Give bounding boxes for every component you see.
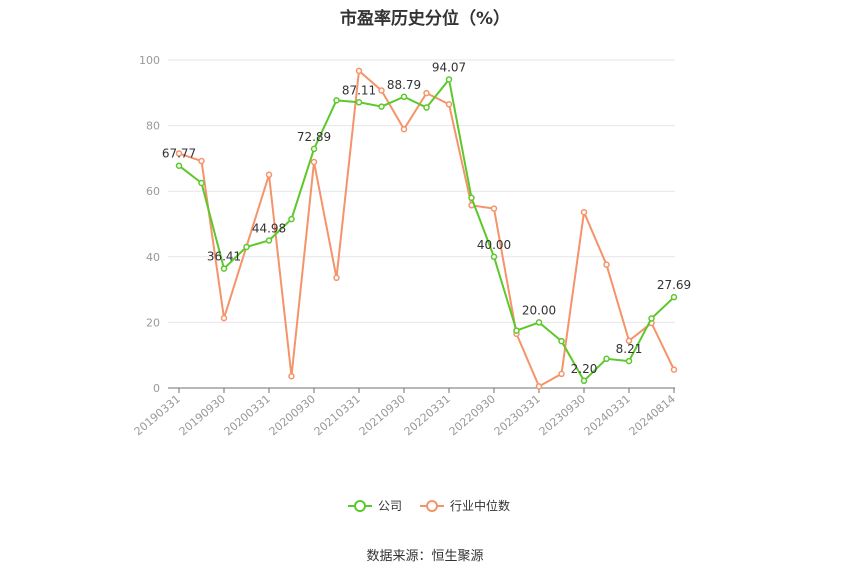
data-point-1 [670, 366, 678, 373]
legend-marker [426, 500, 438, 512]
series-lines [175, 67, 678, 390]
data-point-0 [220, 265, 228, 272]
data-point-0 [423, 104, 430, 111]
x-tick-label: 20200930 [267, 392, 318, 438]
data-label: 2.20 [571, 362, 598, 376]
data-point-0 [445, 76, 453, 83]
x-tick-label: 20220930 [447, 392, 498, 438]
x-tick-label: 20210930 [357, 392, 408, 438]
x-tick-label: 20240331 [582, 392, 633, 438]
data-label: 27.69 [657, 278, 691, 292]
x-tick-label: 20190930 [177, 392, 228, 438]
data-label: 36.41 [207, 250, 241, 264]
y-tick-label: 0 [153, 382, 160, 395]
data-label: 44.98 [252, 221, 286, 235]
data-point-1 [445, 101, 453, 108]
data-point-1 [378, 87, 385, 94]
data-point-1 [603, 261, 610, 268]
data-point-0 [265, 237, 273, 244]
x-tick-label: 20190331 [132, 392, 183, 438]
legend: 公司 行业中位数 [348, 498, 510, 513]
y-tick-label: 80 [146, 120, 160, 133]
data-point-0 [378, 103, 385, 110]
x-tick-label: 20240814 [627, 392, 678, 438]
y-tick-label: 20 [146, 316, 160, 329]
x-tick-label: 20210331 [312, 392, 363, 438]
data-label: 72.89 [297, 130, 331, 144]
data-label: 20.00 [522, 303, 556, 317]
source-note: 数据来源：恒生聚源 [366, 549, 484, 564]
legend-label: 行业中位数 [450, 498, 510, 513]
data-point-1 [265, 171, 273, 179]
data-label: 88.79 [387, 78, 421, 92]
data-point-1 [310, 158, 318, 166]
data-point-0 [558, 337, 565, 345]
y-tick-label: 40 [146, 251, 160, 264]
legend-label: 公司 [378, 499, 402, 513]
x-tick-label: 20230331 [492, 392, 543, 438]
data-point-0 [288, 215, 295, 223]
data-point-1 [580, 208, 588, 216]
data-point-0 [175, 162, 183, 169]
data-point-0 [400, 93, 408, 101]
data-point-0 [670, 293, 678, 301]
chart-title: 市盈率历史分位（%） [339, 9, 511, 29]
x-tick-label: 20220331 [402, 392, 453, 438]
data-point-0 [198, 179, 205, 187]
data-point-0 [625, 357, 633, 365]
data-point-1 [558, 370, 565, 378]
series-line-1 [178, 69, 675, 388]
data-point-0 [310, 145, 318, 153]
data-label: 8.21 [616, 342, 643, 356]
data-point-0 [355, 99, 363, 106]
data-label: 40.00 [477, 238, 511, 252]
data-point-0 [513, 327, 520, 334]
x-tick-label: 20230930 [537, 392, 588, 438]
data-point-1 [490, 205, 498, 212]
data-label: 94.07 [432, 60, 466, 74]
data-point-1 [288, 372, 295, 380]
data-point-0 [603, 355, 610, 363]
legend-marker [354, 500, 366, 512]
data-point-0 [243, 243, 250, 251]
data-point-0 [580, 377, 588, 385]
data-point-1 [175, 150, 183, 157]
data-point-1 [535, 383, 543, 390]
data-point-1 [198, 157, 205, 165]
data-label: 87.11 [342, 83, 376, 97]
grid-lines [168, 59, 675, 323]
data-point-1 [423, 89, 430, 97]
data-point-0 [535, 319, 543, 326]
data-point-0 [333, 97, 340, 104]
data-label: 67.77 [162, 147, 196, 161]
y-tick-label: 60 [146, 185, 160, 198]
data-point-1 [220, 314, 228, 322]
data-labels: 67.77 36.41 44.98 72.89 87.11 88.79 94.07 40.00… [162, 60, 691, 375]
data-point-1 [355, 67, 363, 75]
data-point-1 [625, 337, 633, 345]
data-point-0 [648, 315, 655, 322]
data-point-0 [468, 194, 475, 202]
data-point-1 [400, 125, 408, 133]
y-tick-label: 100 [139, 54, 160, 67]
data-point-0 [490, 253, 498, 261]
data-point-1 [333, 274, 340, 282]
x-tick-label: 20200331 [222, 392, 273, 438]
